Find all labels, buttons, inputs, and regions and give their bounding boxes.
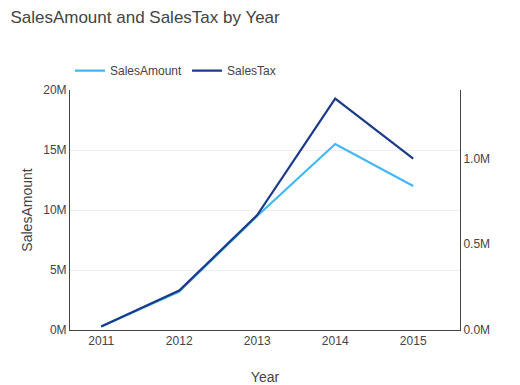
svg-text:SalesAmount: SalesAmount	[19, 168, 35, 251]
svg-text:2014: 2014	[322, 334, 349, 348]
svg-text:SalesAmount and SalesTax by Ye: SalesAmount and SalesTax by Year	[10, 8, 280, 27]
svg-text:5M: 5M	[50, 263, 67, 277]
svg-text:2012: 2012	[166, 334, 193, 348]
svg-text:SalesTax: SalesTax	[227, 64, 276, 78]
svg-text:1.0M: 1.0M	[463, 152, 490, 166]
svg-text:15M: 15M	[43, 143, 66, 157]
svg-text:2013: 2013	[244, 334, 271, 348]
svg-text:SalesAmount: SalesAmount	[110, 64, 182, 78]
svg-text:0.0M: 0.0M	[463, 323, 490, 337]
svg-text:10M: 10M	[43, 203, 66, 217]
svg-text:2015: 2015	[400, 334, 427, 348]
svg-text:2011: 2011	[88, 334, 114, 348]
svg-text:0.5M: 0.5M	[463, 237, 490, 251]
svg-text:Year: Year	[251, 369, 280, 385]
svg-text:0M: 0M	[50, 323, 67, 337]
svg-text:20M: 20M	[43, 83, 66, 97]
